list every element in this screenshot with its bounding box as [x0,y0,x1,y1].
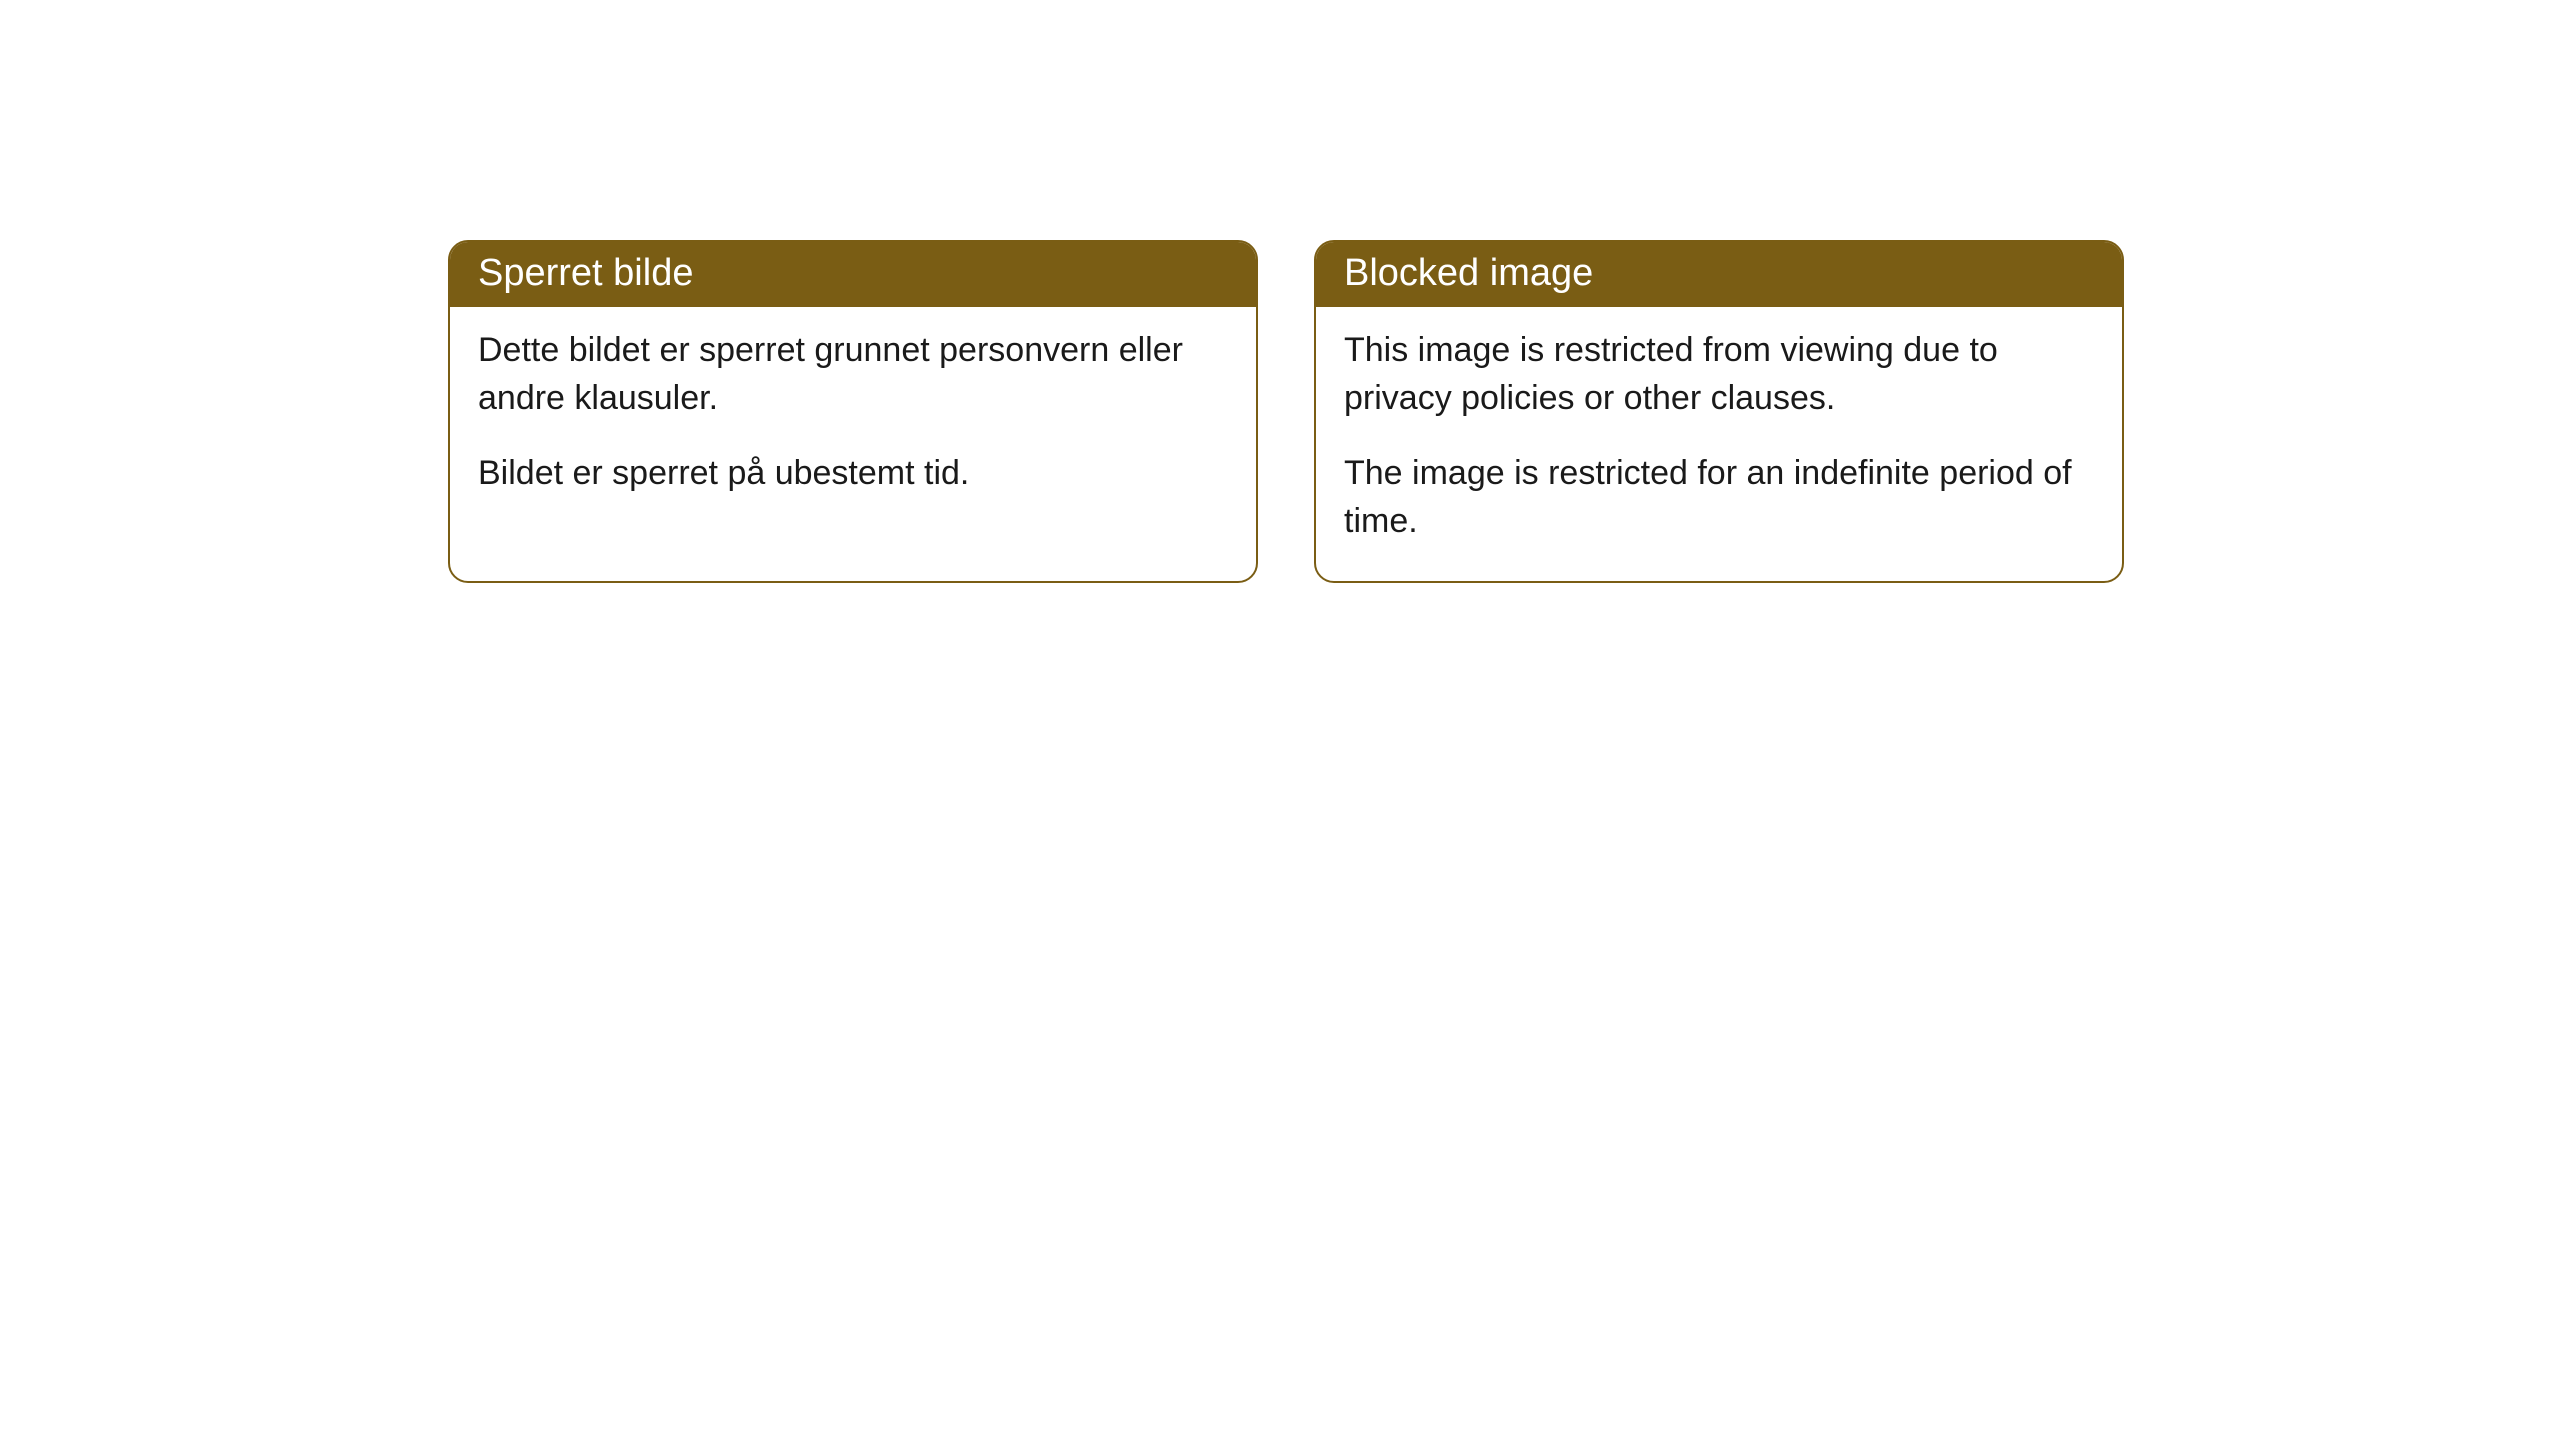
notice-paragraph: Bildet er sperret på ubestemt tid. [478,450,1228,498]
notice-box-norwegian: Sperret bilde Dette bildet er sperret gr… [448,240,1258,583]
notice-paragraph: The image is restricted for an indefinit… [1344,450,2094,545]
notice-box-english: Blocked image This image is restricted f… [1314,240,2124,583]
notice-paragraph: Dette bildet er sperret grunnet personve… [478,327,1228,422]
notice-paragraph: This image is restricted from viewing du… [1344,327,2094,422]
notice-body-english: This image is restricted from viewing du… [1316,307,2122,581]
notice-header-english: Blocked image [1316,242,2122,307]
notice-container: Sperret bilde Dette bildet er sperret gr… [0,0,2560,583]
notice-body-norwegian: Dette bildet er sperret grunnet personve… [450,307,1256,534]
notice-header-norwegian: Sperret bilde [450,242,1256,307]
